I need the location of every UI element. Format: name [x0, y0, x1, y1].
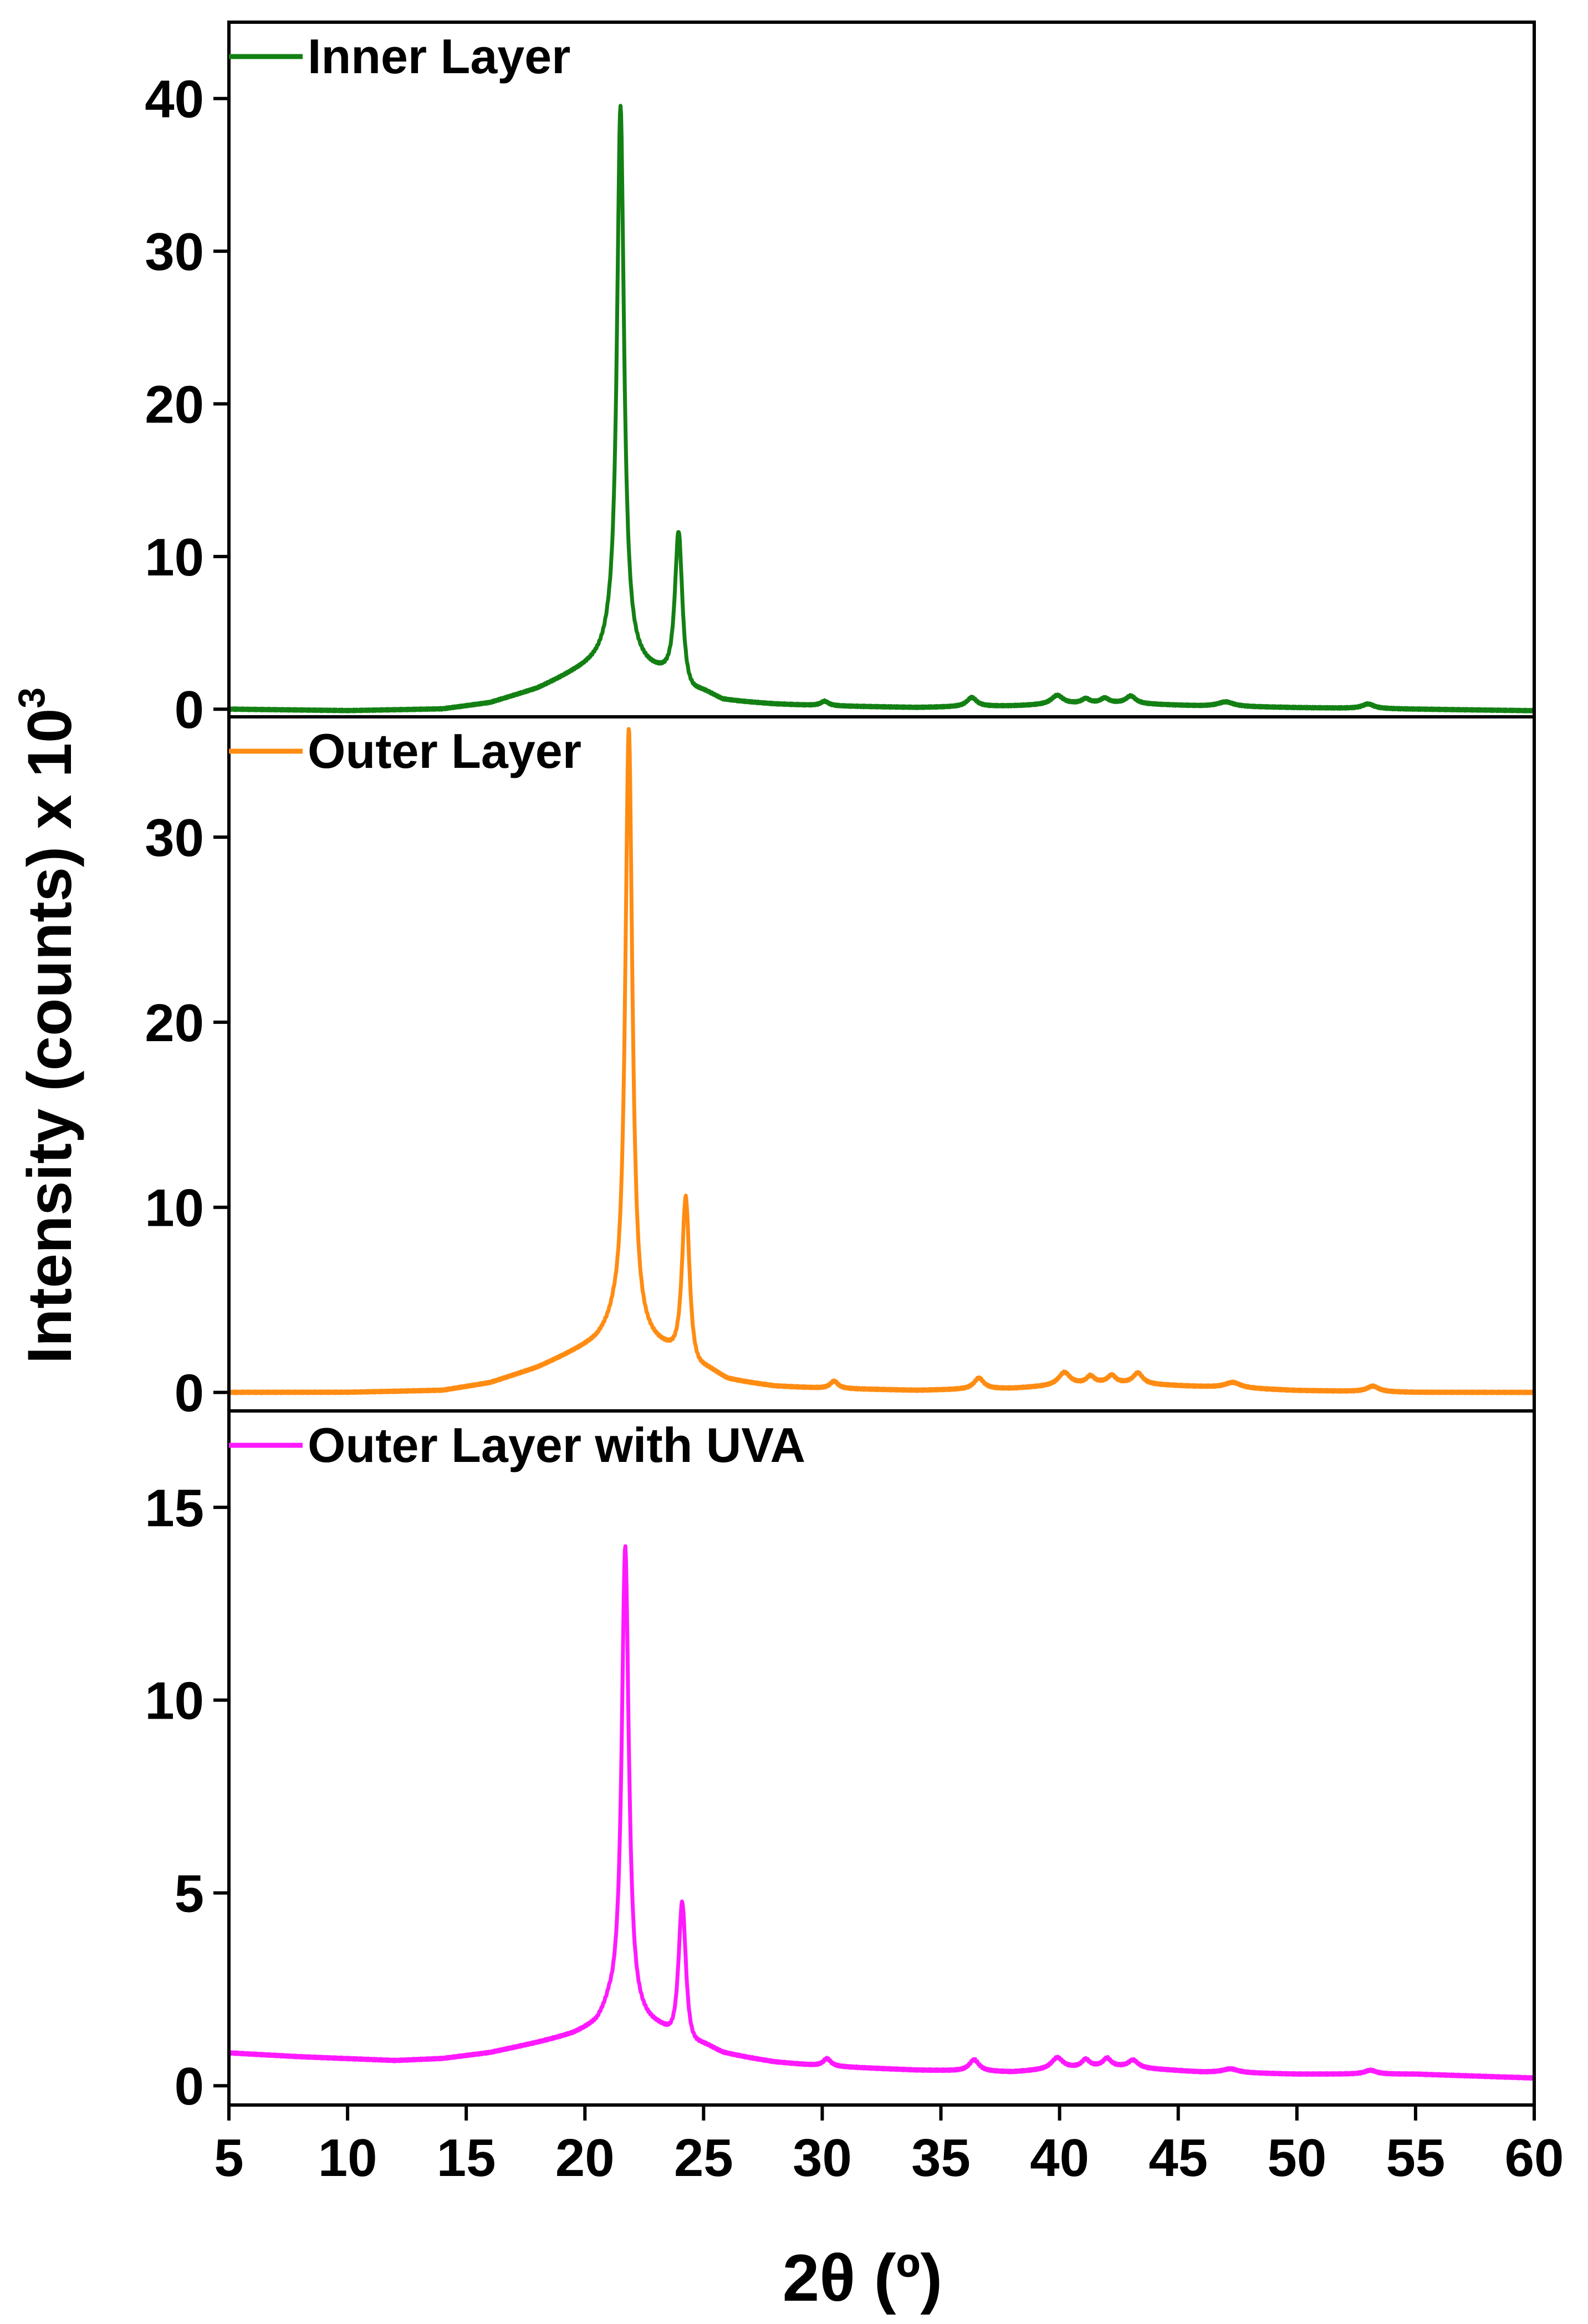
x-tick-label-20: 20	[555, 2128, 615, 2188]
y-tick-label-1-0: 0	[175, 680, 204, 740]
y-tick-label-3-10: 10	[145, 1671, 204, 1731]
y-tick-label-2-0: 0	[175, 1364, 204, 1423]
x-axis-label: 2θ (º)	[783, 2241, 943, 2315]
y-axis-label: Intensity (counts) x 103	[11, 687, 84, 1364]
y-tick-label-3-0: 0	[175, 2057, 204, 2116]
panel-frame-1	[227, 21, 1536, 718]
panel-1: 0 10 20 30 40 Inner Layer	[145, 21, 1536, 740]
x-tick-label-60: 60	[1505, 2128, 1564, 2188]
series-line-1	[229, 104, 1534, 713]
y-tick-label-1-10: 10	[145, 528, 204, 587]
x-tick-label-35: 35	[911, 2128, 971, 2188]
panel-frame-3	[227, 1409, 1536, 2107]
y-tick-label-2-20: 20	[145, 993, 204, 1053]
x-tick-label-50: 50	[1267, 2128, 1326, 2188]
series-line-2	[229, 727, 1534, 1395]
y-axis-label-text: Intensity (counts) x 10	[15, 709, 84, 1364]
panel-3: 0 5 10 15 Outer Layer with UVA	[145, 1409, 1536, 2116]
y-tick-label-3-5: 5	[175, 1864, 204, 1923]
legend-label-3: Outer Layer with UVA	[308, 1418, 805, 1472]
x-tick-label-10: 10	[318, 2128, 377, 2188]
y-tick-label-2-30: 30	[145, 808, 204, 868]
x-tick-label-40: 40	[1030, 2128, 1089, 2188]
y-tick-label-3-15: 15	[145, 1479, 204, 1538]
panel-frame-2	[227, 715, 1536, 1413]
y-tick-label-1-20: 20	[145, 375, 204, 434]
x-tick-label-5: 5	[214, 2128, 243, 2188]
panels-layer: 0 10 20 30 40 Inner Layer 0 10 20 30 Outer Layer 0 5…	[145, 21, 1536, 2116]
y-tick-label-1-40: 40	[145, 70, 204, 129]
svg-text:Intensity (counts) x 103: Intensity (counts) x 103	[11, 687, 84, 1364]
y-tick-label-2-10: 10	[145, 1179, 204, 1238]
x-tick-label-55: 55	[1386, 2128, 1446, 2188]
x-tick-label-30: 30	[793, 2128, 852, 2188]
x-tick-label-15: 15	[437, 2128, 496, 2188]
legend-label-2: Outer Layer	[308, 723, 581, 778]
panel-2: 0 10 20 30 Outer Layer	[145, 715, 1536, 1423]
legend-label-1: Inner Layer	[308, 29, 570, 84]
series-line-3	[229, 1544, 1534, 2081]
y-tick-label-1-30: 30	[145, 222, 204, 282]
x-tick-label-45: 45	[1148, 2128, 1208, 2188]
y-axis-label-superscript: 3	[11, 687, 53, 709]
x-tick-label-25: 25	[674, 2128, 733, 2188]
x-axis: 5 10 15 20 25 30 35 40 45 50 55 60	[214, 2105, 1564, 2188]
